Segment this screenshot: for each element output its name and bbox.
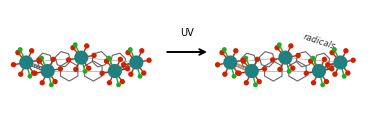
Polygon shape <box>232 74 237 79</box>
Polygon shape <box>37 58 42 64</box>
Polygon shape <box>241 58 246 64</box>
Polygon shape <box>296 53 301 58</box>
Polygon shape <box>99 71 105 76</box>
Polygon shape <box>74 51 88 65</box>
Polygon shape <box>236 71 242 76</box>
Polygon shape <box>146 58 152 63</box>
Polygon shape <box>125 50 131 55</box>
Polygon shape <box>240 58 246 63</box>
Polygon shape <box>239 65 242 68</box>
Polygon shape <box>253 82 258 87</box>
Polygon shape <box>116 82 121 87</box>
Polygon shape <box>18 72 23 77</box>
Polygon shape <box>223 55 237 70</box>
Polygon shape <box>219 50 225 55</box>
Polygon shape <box>19 55 33 70</box>
Polygon shape <box>28 74 33 79</box>
Polygon shape <box>236 64 239 67</box>
Polygon shape <box>278 51 293 65</box>
Polygon shape <box>138 74 143 79</box>
Polygon shape <box>119 79 125 84</box>
Polygon shape <box>330 50 335 55</box>
Polygon shape <box>332 72 338 77</box>
Polygon shape <box>288 43 294 49</box>
Polygon shape <box>53 79 58 84</box>
Polygon shape <box>125 66 130 72</box>
Polygon shape <box>91 53 97 58</box>
Polygon shape <box>255 57 260 62</box>
Polygon shape <box>86 66 91 71</box>
Polygon shape <box>304 71 309 76</box>
Polygon shape <box>235 70 240 76</box>
Polygon shape <box>274 45 280 50</box>
Text: UV: UV <box>180 28 194 37</box>
Polygon shape <box>36 58 42 63</box>
Polygon shape <box>11 62 16 67</box>
Polygon shape <box>31 70 36 76</box>
Polygon shape <box>222 47 227 52</box>
Polygon shape <box>322 57 327 62</box>
Polygon shape <box>329 66 335 72</box>
Polygon shape <box>129 55 143 70</box>
Polygon shape <box>312 64 326 78</box>
Polygon shape <box>139 48 144 53</box>
Polygon shape <box>290 66 296 71</box>
Polygon shape <box>325 62 330 67</box>
Polygon shape <box>73 42 78 47</box>
Polygon shape <box>82 69 87 74</box>
Polygon shape <box>70 45 76 50</box>
Polygon shape <box>245 64 259 78</box>
Polygon shape <box>320 82 325 87</box>
Polygon shape <box>141 70 146 76</box>
Polygon shape <box>118 57 123 62</box>
Polygon shape <box>262 66 267 72</box>
Polygon shape <box>215 62 220 67</box>
Polygon shape <box>32 71 38 76</box>
Polygon shape <box>128 72 133 77</box>
Polygon shape <box>233 48 239 53</box>
Polygon shape <box>343 48 349 53</box>
Polygon shape <box>29 48 34 53</box>
Polygon shape <box>73 67 79 72</box>
Polygon shape <box>107 56 111 61</box>
Polygon shape <box>342 74 347 79</box>
Polygon shape <box>277 42 282 47</box>
Polygon shape <box>107 80 112 85</box>
Polygon shape <box>49 82 54 87</box>
Polygon shape <box>350 58 356 63</box>
Polygon shape <box>311 56 315 61</box>
Polygon shape <box>121 62 126 67</box>
Polygon shape <box>324 79 329 84</box>
Polygon shape <box>257 79 262 84</box>
Polygon shape <box>243 56 248 61</box>
Polygon shape <box>51 57 56 62</box>
Polygon shape <box>66 57 71 63</box>
Polygon shape <box>104 58 109 64</box>
Polygon shape <box>40 80 45 85</box>
Polygon shape <box>308 58 313 64</box>
Polygon shape <box>84 43 90 49</box>
Polygon shape <box>40 64 55 78</box>
Polygon shape <box>244 80 249 85</box>
Polygon shape <box>311 80 316 85</box>
Polygon shape <box>345 70 350 76</box>
Text: radicals: radicals <box>302 32 337 51</box>
Polygon shape <box>243 67 246 70</box>
Polygon shape <box>108 64 122 78</box>
Polygon shape <box>222 72 228 77</box>
Polygon shape <box>241 66 244 69</box>
Polygon shape <box>332 47 337 52</box>
Polygon shape <box>58 66 63 72</box>
Polygon shape <box>18 47 23 52</box>
Polygon shape <box>270 57 276 63</box>
Polygon shape <box>277 67 283 72</box>
Polygon shape <box>15 50 21 55</box>
Polygon shape <box>128 47 133 52</box>
Polygon shape <box>333 55 347 70</box>
Polygon shape <box>287 69 291 74</box>
Polygon shape <box>39 56 44 61</box>
